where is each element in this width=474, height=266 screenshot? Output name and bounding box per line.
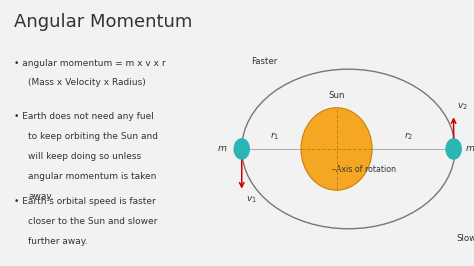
- Text: away.: away.: [28, 192, 54, 201]
- Text: $m$: $m$: [465, 144, 474, 153]
- Text: $v_2$: $v_2$: [457, 101, 468, 112]
- Text: $r_2$: $r_2$: [404, 131, 414, 142]
- Text: to keep orbiting the Sun and: to keep orbiting the Sun and: [28, 132, 158, 141]
- Text: $m$: $m$: [217, 144, 227, 153]
- Text: • Earth does not need any fuel: • Earth does not need any fuel: [14, 112, 154, 121]
- Text: Faster: Faster: [251, 57, 277, 66]
- Text: $r_1$: $r_1$: [271, 131, 280, 142]
- Text: closer to the Sun and slower: closer to the Sun and slower: [28, 217, 158, 226]
- Text: (Mass x Velocity x Radius): (Mass x Velocity x Radius): [28, 78, 146, 88]
- Text: –Axis of rotation: –Axis of rotation: [332, 165, 396, 174]
- Text: angular momentum is taken: angular momentum is taken: [28, 172, 157, 181]
- Text: Angular Momentum: Angular Momentum: [14, 13, 192, 31]
- Text: will keep doing so unless: will keep doing so unless: [28, 152, 142, 161]
- Text: further away.: further away.: [28, 237, 88, 246]
- Ellipse shape: [234, 139, 249, 159]
- Text: Slower: Slower: [456, 234, 474, 243]
- Text: • angular momentum = m x v x r: • angular momentum = m x v x r: [14, 59, 166, 68]
- Ellipse shape: [446, 139, 461, 159]
- Text: • Earth’s orbital speed is faster: • Earth’s orbital speed is faster: [14, 197, 156, 206]
- Text: $v_1$: $v_1$: [246, 194, 256, 205]
- Text: Sun: Sun: [328, 91, 345, 100]
- Ellipse shape: [301, 108, 372, 190]
